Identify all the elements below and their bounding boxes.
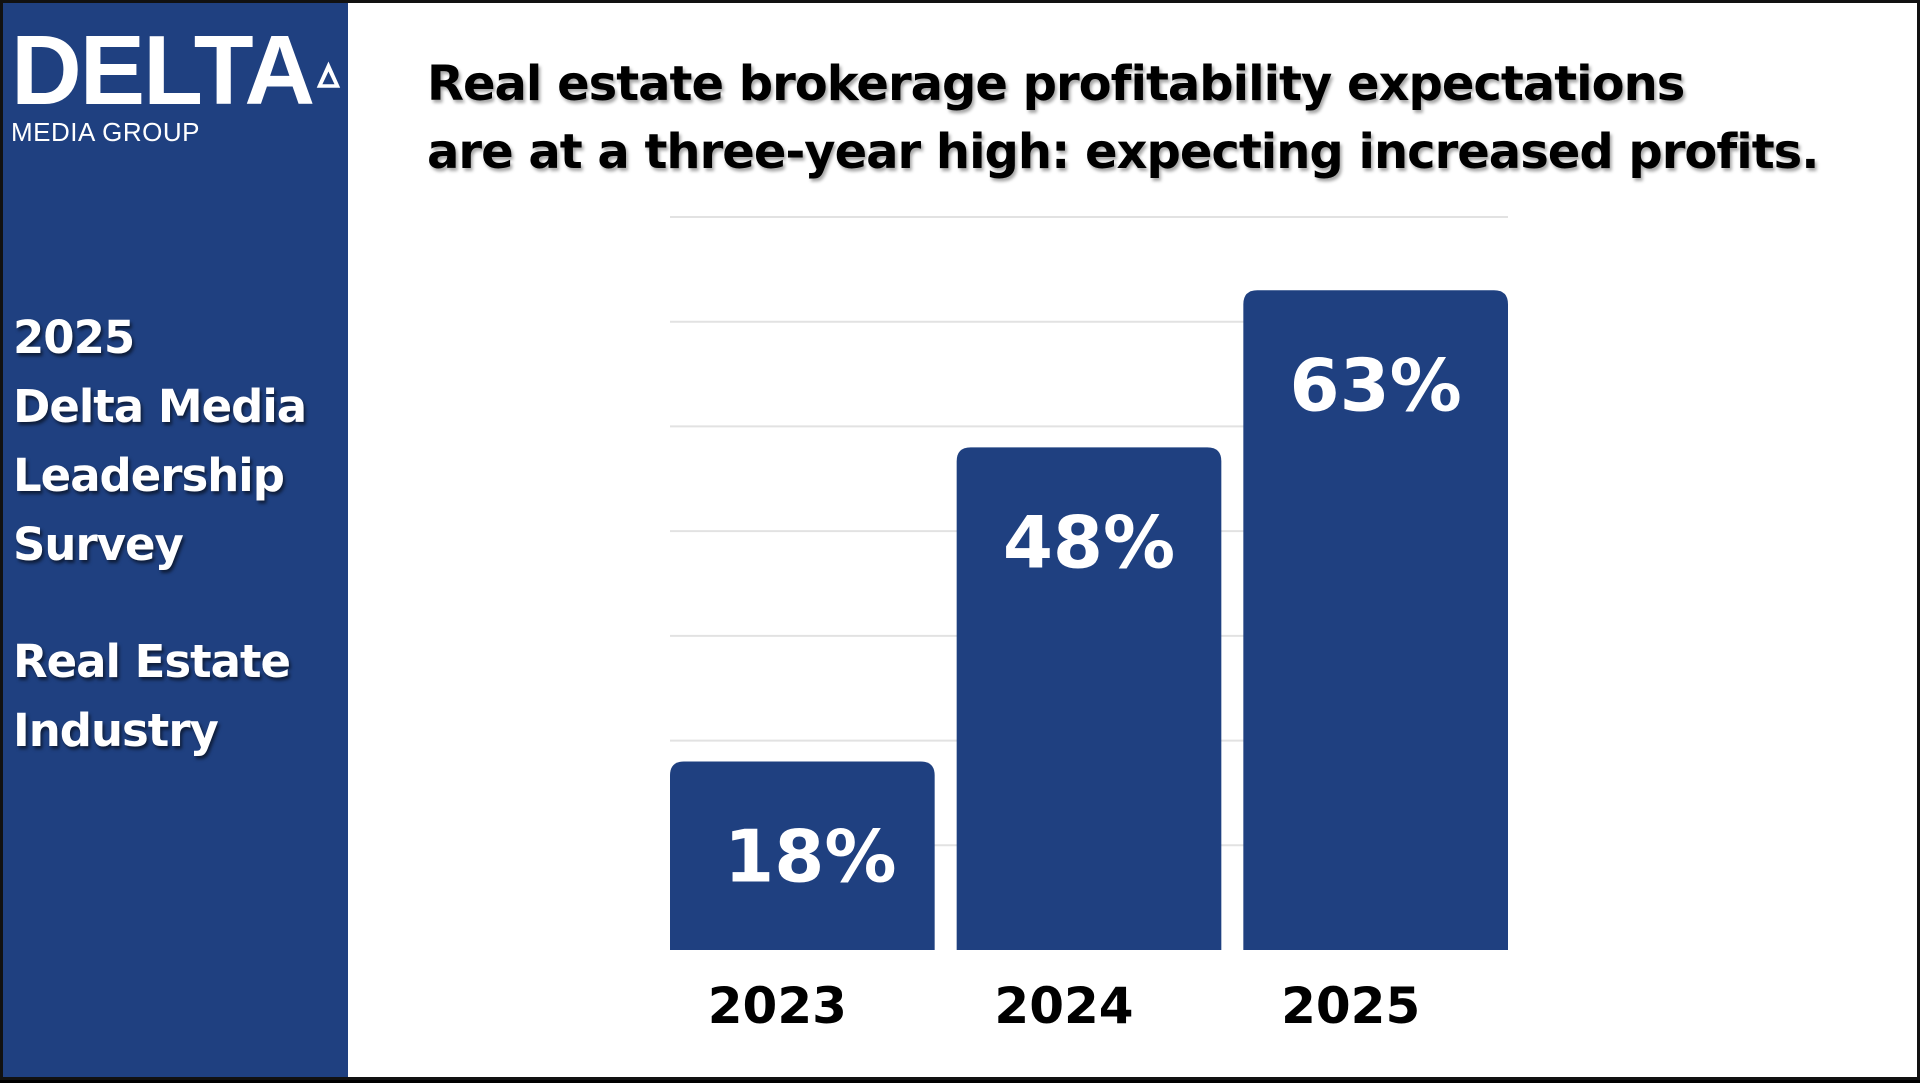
bar-2024 [956,447,1222,950]
data-label: 18% [724,815,896,899]
data-label: 63% [1289,343,1461,427]
logo-word: DELTA [11,15,315,125]
industry-line: Industry [13,704,219,757]
x-tick-label: 2024 [994,977,1133,1035]
survey-label: 2025 Delta Media Leadership Survey Real … [13,303,343,765]
survey-line: Leadership [13,449,285,502]
delta-media-group-logo: DELTA MEDIA GROUP [11,15,341,148]
x-tick-label: 2023 [708,977,847,1035]
bar-2025 [1243,290,1508,950]
logo-subtitle: MEDIA GROUP [11,117,200,147]
data-label: 48% [1003,500,1175,584]
survey-line: 2025 [13,311,135,364]
triangle-icon [316,61,341,88]
x-tick-label: 2025 [1281,977,1420,1035]
sidebar: DELTA MEDIA GROUP 2025 Delta Media Leade… [3,3,348,1077]
bar-2023 [670,761,935,950]
survey-line: Survey [13,518,184,571]
bar-chart: 18% 2023 48% 2024 63% 2025 [670,216,1508,1035]
title-line: Real estate brokerage profitability expe… [427,56,1685,112]
survey-line: Delta Media [13,380,307,433]
page-title: Real estate brokerage profitability expe… [427,50,1887,186]
industry-line: Real Estate [13,635,291,688]
title-line: are at a three-year high: expecting incr… [427,124,1819,180]
